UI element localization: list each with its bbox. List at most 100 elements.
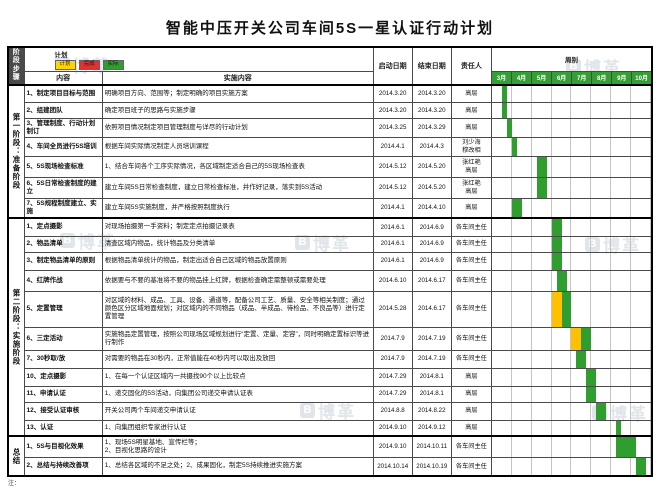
gantt-grid-cell [591,351,612,368]
gantt-grid-cell [571,138,592,156]
owner-header: 责任人 [450,46,492,86]
task-detail-cell: 对需要的物品在30秒内，正常值能在40秒内可以取出及放回 [101,349,374,369]
gantt-grid-cell [492,421,512,436]
owner-cell: 高层 [450,401,492,421]
task-detail-cell: 1、向集团组织专家进行认证 [101,419,374,437]
owner-cell: 刘少海 穆改相 [450,137,492,157]
gantt-month-header: 4月 [510,70,533,86]
gantt-grid-cell [591,328,612,350]
gantt-grid-cell [631,138,651,156]
gantt-grid-cell [631,438,651,457]
end-date-cell: 2014.10.19 [411,456,452,477]
end-date-cell: 2014.5.20 [411,176,452,199]
gantt-grid-cell [552,403,572,420]
gantt-grid-cell [552,328,572,350]
owner-cell: 各车间主任 [450,235,492,253]
gantt-bar-actual [511,199,522,218]
gantt-grid-cell [571,458,592,476]
gantt-grid-cell [532,103,552,118]
task-detail-cell: 建立车间5S实施制度，并严格按照制度执行 [101,197,374,219]
task-detail-cell: 依据要与不要的基准将不要的物品挂上红牌，根据检查确定需整顿或需要处理 [101,269,374,292]
gantt-bar-actual [551,253,562,270]
gantt-grid-cell [611,220,632,236]
end-date-cell: 2014.6.17 [411,290,452,328]
gantt-grid-cell [591,403,612,420]
impl-header: 实施内容 [101,70,374,86]
owner-cell: 张红艳 高层 [450,176,492,199]
end-date-cell: 2014.8.1 [411,385,452,403]
gantt-grid-cell [611,387,632,402]
task-name-cell: 6、5S日常检查制度的建立 [23,176,103,199]
gantt-grid-cell [532,237,552,252]
end-date-cell: 2014.4.3 [411,137,452,157]
gantt-cell [490,290,653,328]
owner-cell: 各车间主任 [450,290,492,328]
task-name-cell: 1、制定项目目标与范围 [23,83,103,104]
owner-cell: 各车间主任 [450,269,492,292]
gantt-grid-cell [631,253,651,270]
gantt-grid-cell [571,199,592,218]
gantt-grid-cell [631,237,651,252]
plan-legend: 计划 计划 完成 实际 [23,46,374,72]
gantt-grid-cell [591,138,612,156]
start-date-cell: 2014.5.28 [372,290,413,328]
gantt-bar-actual [551,220,562,236]
owner-cell: 高层 [450,118,492,139]
gantt-grid-cell [492,86,512,102]
stage-cell: 总结 [7,435,25,477]
gantt-grid-cell [611,178,632,198]
plan-row: 13、认证 1、向集团组织专家进行认证 2014.9.10 2014.9.12 高层 [8,419,653,437]
gantt-grid-cell [492,387,512,402]
gantt-grid-cell [552,199,572,218]
gantt-grid-cell [591,237,612,252]
plan-row: 总结 1、5S与目视化效果 1、现场5S明星基地、宣传栏等； 2、目视化思路的设计 2… [7,435,653,477]
task-detail-cell: 1、结合车间各个工序实际情况，各区域制定适合自己的5S现场检查表 [101,155,374,178]
gantt-grid-cell [591,178,612,198]
end-date-header: 结束日期 [411,46,452,86]
gantt-grid-cell [591,421,612,436]
gantt-grid-cell [611,86,632,102]
task-detail-cell: 确定项目班子的思路与实施步骤 [101,102,374,120]
end-date-cell: 2014.7.19 [411,326,452,351]
gantt-cell [490,435,653,458]
gantt-grid-cell [571,237,592,252]
gantt-grid-cell [492,237,512,252]
gantt-cell [490,217,653,237]
gantt-grid-cell [532,458,552,476]
stage-column-header: 阶段 步骤 [7,46,25,86]
gantt-bar-actual [586,387,597,402]
gantt-grid-cell [611,157,632,177]
gantt-grid-cell [571,403,592,420]
content-header: 内容 [23,70,103,86]
start-date-cell: 2014.6.1 [372,217,413,237]
gantt-grid-cell [611,138,632,156]
gantt-grid-cell [492,351,512,368]
owner-cell: 各车间主任 [450,349,492,369]
gantt-cell [490,176,653,199]
plan-row: 5、5S现场检查标准 1、结合车间各个工序实际情况，各区域制定适合自己的5S现场检… [8,155,653,178]
gantt-bar-actual [586,369,597,386]
gantt-grid-cell [591,199,612,218]
gantt-grid-cell [631,199,651,218]
legend-chips: 计划 完成 实际 [54,60,124,70]
plan-rows: 第一阶段：准备阶段 1、制定项目目标与范围 明确项目方向、范围等；制定明确的项目实施… [7,83,653,477]
footer-note: 注： [8,481,21,487]
gantt-grid-cell [492,271,512,291]
start-date-cell: 2014.6.1 [372,235,413,253]
task-name-cell: 12、接受认证审核 [23,401,103,421]
task-name-cell: 3、制定物品清单的原则 [23,251,103,271]
gantt-grid-cell [591,220,612,236]
gantt-grid-cell [532,199,552,218]
task-name-cell: 7、30秒取/放 [23,349,103,369]
plan-row: 12、接受认证审核 开关公司两个车间递交申请认证 2014.8.8 2014.8.22… [8,401,653,421]
gantt-grid-cell [552,237,572,252]
plan-row: 4、车间全员进行5S培训 根据车间实际情况制定人员培训课程 2014.4.1 2014… [8,137,653,157]
gantt-grid-cell [571,119,592,137]
end-date-cell: 2014.6.9 [411,251,452,271]
task-name-cell: 2、物品清单 [23,235,103,253]
gantt-grid-cell [631,403,651,420]
task-detail-cell: 根据物品清单统计的物品，制定出适合自己区域的物品放置原则 [101,251,374,271]
end-date-cell: 2014.4.10 [411,197,452,219]
start-date-cell: 2014.10.14 [372,456,413,477]
gantt-grid-cell [631,421,651,436]
